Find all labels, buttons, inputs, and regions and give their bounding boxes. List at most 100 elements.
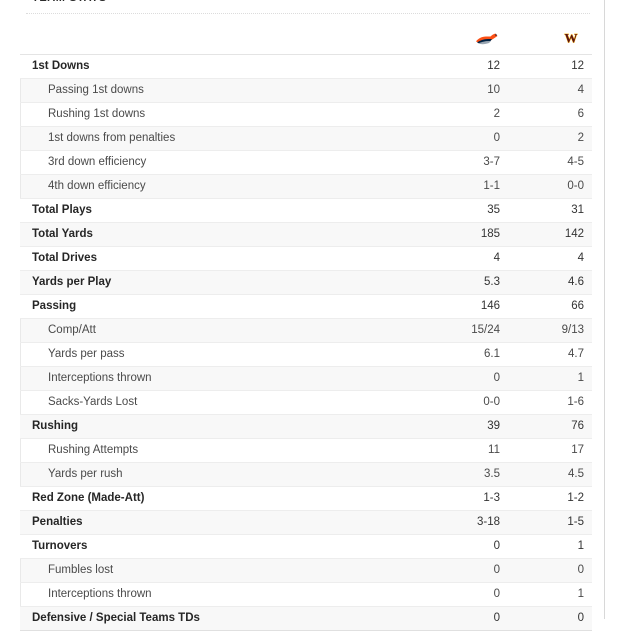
stat-label: Total Yards — [20, 222, 424, 247]
stat-label: Red Zone (Made-Att) — [20, 486, 424, 511]
card-right-edge — [604, 0, 605, 619]
table-row: Rushing Attempts 11 17 — [20, 438, 592, 463]
away-team-value: 11 — [424, 438, 508, 463]
stat-label: Yards per pass — [20, 342, 424, 367]
table-row: Total Drives 4 4 — [20, 246, 592, 271]
stat-label: Yards per Play — [20, 270, 424, 295]
away-team-value: 35 — [424, 198, 508, 223]
team-stats-panel: TEAM STATS — [20, 0, 592, 631]
table-header-row: W — [20, 22, 592, 55]
home-team-value: 4-5 — [508, 150, 592, 175]
stat-label: Passing 1st downs — [20, 78, 424, 103]
table-row: 3rd down efficiency 3-7 4-5 — [20, 150, 592, 175]
home-team-value: 1-2 — [508, 486, 592, 511]
table-row: Yards per rush 3.5 4.5 — [20, 462, 592, 487]
home-team-value: 4 — [508, 78, 592, 103]
table-row: Passing 146 66 — [20, 294, 592, 319]
stat-label: 1st downs from penalties — [20, 126, 424, 151]
table-row: Yards per pass 6.1 4.7 — [20, 342, 592, 367]
table-row: Sacks-Yards Lost 0-0 1-6 — [20, 390, 592, 415]
stat-label: Fumbles lost — [20, 558, 424, 583]
table-row: Total Yards 185 142 — [20, 222, 592, 247]
table-row: Passing 1st downs 10 4 — [20, 78, 592, 103]
table-row: Penalties 3-18 1-5 — [20, 510, 592, 535]
stat-label: Interceptions thrown — [20, 582, 424, 607]
away-team-value: 185 — [424, 222, 508, 247]
table-row: Rushing 39 76 — [20, 414, 592, 439]
home-team-value: 4.7 — [508, 342, 592, 367]
stat-label: 3rd down efficiency — [20, 150, 424, 175]
home-team-value: 17 — [508, 438, 592, 463]
table-row: Red Zone (Made-Att) 1-3 1-2 — [20, 486, 592, 511]
away-team-value: 1-1 — [424, 174, 508, 199]
stat-label: Passing — [20, 294, 424, 319]
table-row: 4th down efficiency 1-1 0-0 — [20, 174, 592, 199]
stat-label: Rushing Attempts — [20, 438, 424, 463]
away-team-value: 12 — [424, 54, 508, 79]
svg-text:W: W — [565, 31, 578, 46]
away-team-value: 4 — [424, 246, 508, 271]
away-team-value: 0-0 — [424, 390, 508, 415]
home-team-value: 66 — [508, 294, 592, 319]
stat-label: 4th down efficiency — [20, 174, 424, 199]
stat-label: Rushing — [20, 414, 424, 439]
title-divider — [26, 13, 590, 14]
stat-label: Comp/Att — [20, 318, 424, 343]
away-team-value: 3-7 — [424, 150, 508, 175]
stat-column-header — [20, 22, 424, 55]
home-team-value: 142 — [508, 222, 592, 247]
home-team-value: 1 — [508, 366, 592, 391]
home-team-header[interactable]: W — [508, 22, 592, 55]
away-team-value: 10 — [424, 78, 508, 103]
home-team-value: 1-6 — [508, 390, 592, 415]
table-row: 1st downs from penalties 0 2 — [20, 126, 592, 151]
away-team-value: 0 — [424, 366, 508, 391]
away-team-value: 0 — [424, 534, 508, 559]
home-team-value: 9/13 — [508, 318, 592, 343]
table-row: Comp/Att 15/24 9/13 — [20, 318, 592, 343]
away-team-value: 0 — [424, 558, 508, 583]
away-team-value: 0 — [424, 582, 508, 607]
away-team-header[interactable] — [424, 22, 508, 55]
home-team-value: 1-5 — [508, 510, 592, 535]
home-team-value: 1 — [508, 582, 592, 607]
home-team-value: 2 — [508, 126, 592, 151]
away-team-value: 5.3 — [424, 270, 508, 295]
away-team-value: 1-3 — [424, 486, 508, 511]
table-header: W — [20, 22, 592, 55]
page-title: TEAM STATS — [32, 0, 107, 4]
home-team-value: 4.5 — [508, 462, 592, 487]
home-team-value: 31 — [508, 198, 592, 223]
table-row: Rushing 1st downs 2 6 — [20, 102, 592, 127]
away-team-value: 15/24 — [424, 318, 508, 343]
stat-label: 1st Downs — [20, 54, 424, 79]
table-row: Interceptions thrown 0 1 — [20, 582, 592, 607]
away-team-value: 39 — [424, 414, 508, 439]
home-team-value: 76 — [508, 414, 592, 439]
away-team-value: 146 — [424, 294, 508, 319]
home-team-value: 4.6 — [508, 270, 592, 295]
commanders-w-logo-icon: W — [558, 28, 584, 48]
table-row: Yards per Play 5.3 4.6 — [20, 270, 592, 295]
stat-label: Total Plays — [20, 198, 424, 223]
stat-label: Yards per rush — [20, 462, 424, 487]
away-team-value: 3.5 — [424, 462, 508, 487]
table-row: Total Plays 35 31 — [20, 198, 592, 223]
table-row: Turnovers 0 1 — [20, 534, 592, 559]
stat-label: Sacks-Yards Lost — [20, 390, 424, 415]
away-team-value: 6.1 — [424, 342, 508, 367]
home-team-value: 1 — [508, 534, 592, 559]
away-team-value: 0 — [424, 126, 508, 151]
home-team-value: 12 — [508, 54, 592, 79]
broncos-logo-icon — [474, 28, 500, 48]
away-team-value: 2 — [424, 102, 508, 127]
stat-label: Interceptions thrown — [20, 366, 424, 391]
table-row: Interceptions thrown 0 1 — [20, 366, 592, 391]
home-team-value: 6 — [508, 102, 592, 127]
stat-label: Total Drives — [20, 246, 424, 271]
table-row: Fumbles lost 0 0 — [20, 558, 592, 583]
home-team-value: 4 — [508, 246, 592, 271]
home-team-value: 0-0 — [508, 174, 592, 199]
team-stats-table: W 1st Downs 12 12 Passing 1st downs 10 4 Rushi… — [20, 22, 592, 631]
home-team-value: 0 — [508, 558, 592, 583]
